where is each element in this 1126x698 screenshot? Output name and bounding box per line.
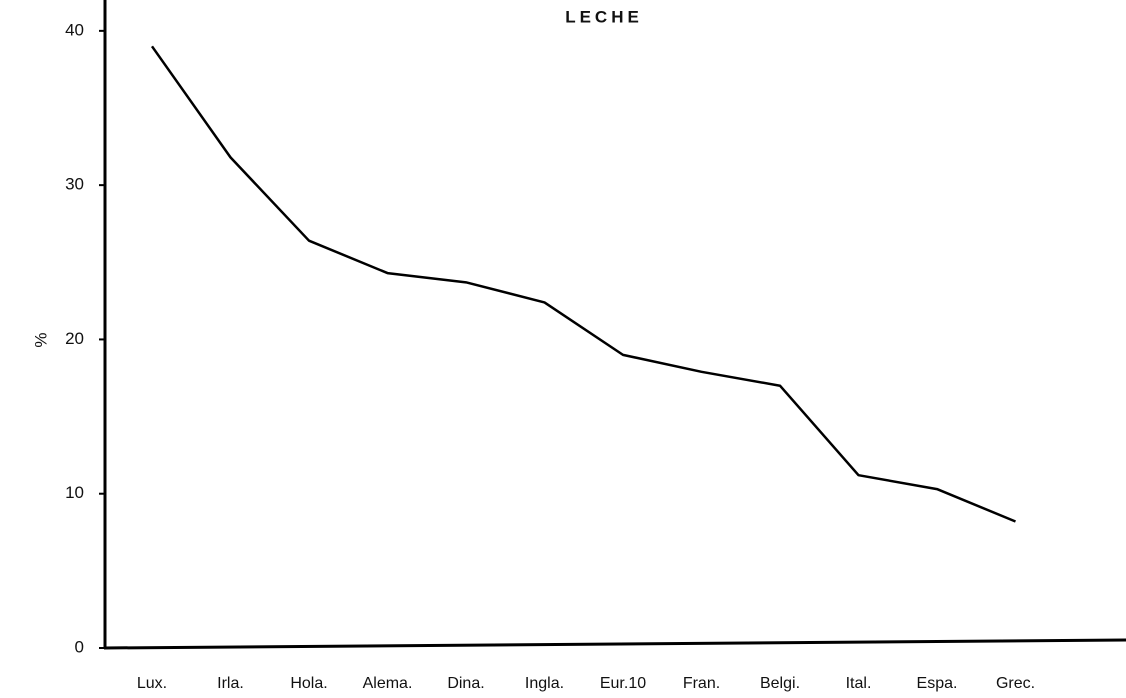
x-tick-label: Alema. xyxy=(363,675,413,692)
x-tick-label: Fran. xyxy=(683,675,720,692)
x-tick-label: Espa. xyxy=(917,675,958,692)
x-tick-label: Dina. xyxy=(447,675,484,692)
x-tick-label: Lux. xyxy=(137,675,167,692)
y-tick-label: 0 xyxy=(75,637,84,656)
y-tick-label: 40 xyxy=(65,20,84,39)
x-tick-label: Hola. xyxy=(290,675,327,692)
x-tick-label: Ingla. xyxy=(525,675,564,692)
x-tick-label: Belgi. xyxy=(760,675,800,692)
chart-title: LECHE xyxy=(565,7,643,26)
y-tick-label: 10 xyxy=(65,483,84,502)
y-tick-label: 30 xyxy=(65,175,84,194)
y-axis-label: % xyxy=(31,332,50,347)
y-tick-label: 20 xyxy=(65,329,84,348)
x-tick-label: Grec. xyxy=(996,675,1035,692)
x-tick-label: Ital. xyxy=(846,675,872,692)
x-axis xyxy=(103,638,1126,650)
line xyxy=(150,45,1016,523)
x-tick-label: Eur.10 xyxy=(600,675,646,692)
x-tick-label: Irla. xyxy=(217,675,244,692)
